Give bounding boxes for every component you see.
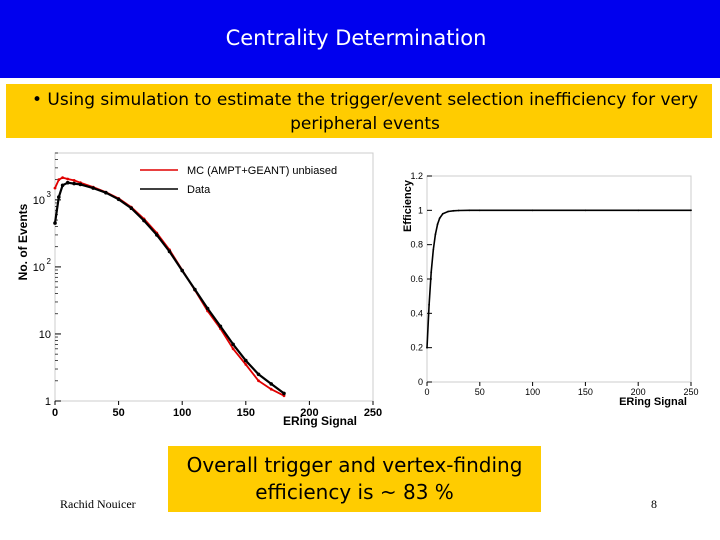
bullet-point: • Using simulation to estimate the trigg… <box>20 88 710 136</box>
efficiency-chart: 0 50 100 150 200 250 0 0.2 0.4 0.6 0.8 1 1.2 Efficie… <box>402 171 699 408</box>
data-data-point <box>104 190 108 195</box>
data-data-point <box>282 391 286 396</box>
efficiency-data-point <box>478 209 481 212</box>
data-data-point <box>129 206 134 210</box>
efficiency-data-point <box>531 209 534 212</box>
callout-text: Overall trigger and vertex-finding effic… <box>186 453 523 504</box>
efficiency-data-point <box>584 209 587 212</box>
events-x-tick-label: 100 <box>173 407 191 419</box>
events-y-tick-label: 10 <box>33 262 45 274</box>
efficiency-data-point <box>457 209 460 212</box>
efficiency-x-axis-label: ERing Signal <box>619 396 687 408</box>
efficiency-data-point <box>428 303 430 306</box>
data-data-point <box>218 324 223 329</box>
data-data-point <box>244 358 248 363</box>
efficiency-y-tick-label: 0.6 <box>410 274 423 284</box>
events-y-tick-exponent: 2 <box>47 257 52 266</box>
mc-data-point <box>57 178 61 182</box>
efficiency-y-tick-label: 0.4 <box>410 308 423 318</box>
mc-data-point <box>257 379 260 383</box>
efficiency-x-tick-label: 150 <box>578 387 593 397</box>
mc-data-point <box>72 179 76 182</box>
efficiency-y-tick-label: 1.2 <box>410 171 423 181</box>
data-data-point <box>65 180 70 185</box>
mc-series-line <box>54 176 285 397</box>
efficiency-y-tick-label: 0.8 <box>410 240 423 250</box>
data-data-point <box>231 342 235 347</box>
efficiency-x-tick-label: 100 <box>525 387 540 397</box>
efficiency-y-tick-label: 0.2 <box>410 343 423 353</box>
efficiency-x-tick-label: 200 <box>631 387 646 397</box>
events-y-tick-label: 10 <box>39 329 51 341</box>
bullet-text: Using simulation to estimate the trigger… <box>47 90 699 134</box>
data-series-line <box>53 181 285 395</box>
slide-title: Centrality Determination <box>225 26 487 50</box>
efficiency-data-point <box>438 217 441 219</box>
data-data-point <box>155 233 159 237</box>
events-y-tick-exponent: 3 <box>47 190 52 199</box>
efficiency-data-point <box>434 233 437 236</box>
efficiency-data-point <box>430 271 433 273</box>
data-data-point <box>142 218 146 223</box>
events-x-tick-label: 200 <box>300 407 318 419</box>
data-data-point <box>60 183 65 188</box>
data-data-point <box>256 372 261 377</box>
data-data-point <box>180 268 184 273</box>
data-data-point <box>72 181 76 186</box>
efficiency-data-point <box>690 209 692 212</box>
efficiency-data-point <box>468 209 471 212</box>
data-data-point <box>205 306 210 311</box>
page-number: 8 <box>651 497 657 511</box>
efficiency-y-axis-label: Efficiency <box>402 179 414 232</box>
efficiency-x-tick-label: 50 <box>475 387 485 397</box>
data-data-point <box>57 195 61 199</box>
efficiency-data-point <box>637 209 640 212</box>
efficiency-curve <box>426 209 691 348</box>
efficiency-data-point <box>441 212 444 215</box>
legend-data-label: Data <box>187 184 211 196</box>
events-y-tick-label: 10 <box>33 195 45 207</box>
efficiency-callout: Overall trigger and vertex-finding effic… <box>168 446 541 512</box>
events-x-tick-label: 50 <box>112 407 124 419</box>
efficiency-x-tick-label: 0 <box>424 387 429 397</box>
footer-author: Rachid Nouicer <box>60 497 136 511</box>
data-data-point <box>167 249 172 254</box>
efficiency-y-tick-label: 1 <box>418 205 423 215</box>
efficiency-x-tick-label: 250 <box>683 387 698 397</box>
events-x-tick-label: 250 <box>364 407 382 419</box>
bullet-box: • Using simulation to estimate the trigg… <box>6 84 712 138</box>
events-x-tick-label: 150 <box>237 407 255 419</box>
mc-data-point <box>53 186 57 190</box>
mc-data-point <box>244 363 248 366</box>
efficiency-y-tick-label: 0 <box>418 377 423 387</box>
efficiency-data-point <box>436 223 439 225</box>
data-data-point <box>91 186 95 190</box>
legend-mc-label: MC (AMPT+GEANT) unbiased <box>187 165 337 177</box>
data-data-point <box>53 221 57 225</box>
title-bar: Centrality Determination <box>0 0 720 78</box>
data-data-point <box>78 182 83 187</box>
events-x-axis-label: ERing Signal <box>283 414 357 428</box>
mc-data-point <box>66 177 70 181</box>
data-data-point <box>193 287 197 292</box>
efficiency-data-point <box>426 346 428 349</box>
data-data-point <box>269 382 274 386</box>
mc-data-point <box>61 176 64 179</box>
events-y-axis-label: No. of Events <box>16 203 30 280</box>
events-x-tick-label: 0 <box>52 407 58 419</box>
efficiency-data-point <box>432 248 435 251</box>
data-data-point <box>116 197 121 202</box>
mc-data-point <box>269 387 273 391</box>
efficiency-data-point <box>447 210 449 213</box>
efficiency-plot-frame <box>426 175 692 383</box>
mc-data-point <box>231 347 235 351</box>
efficiency-data-point <box>452 209 455 212</box>
bullet-marker: • <box>31 90 42 110</box>
events-y-tick-label: 1 <box>45 396 51 408</box>
